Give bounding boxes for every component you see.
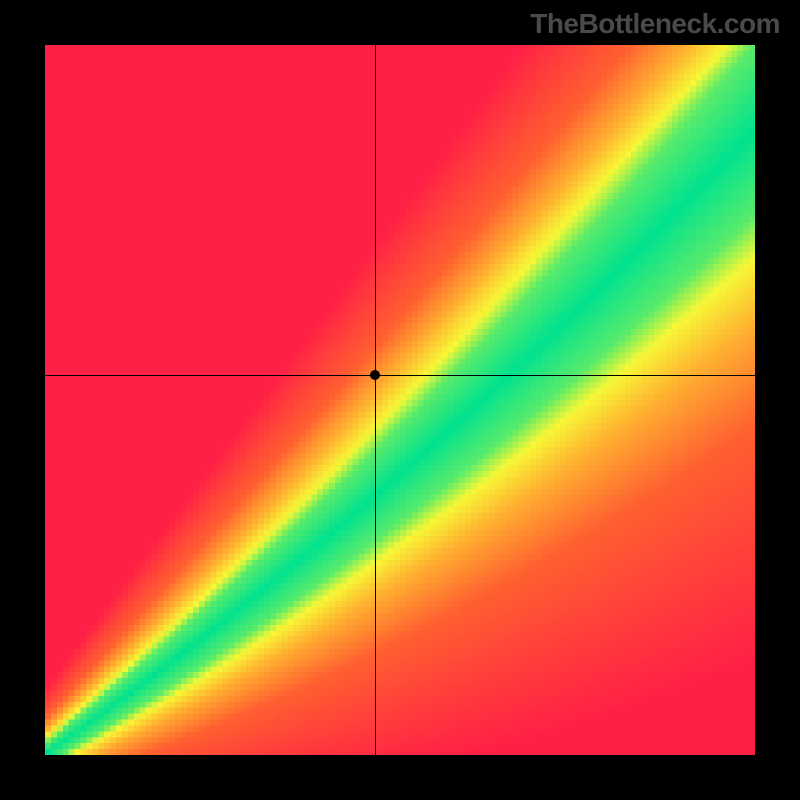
crosshair-marker xyxy=(370,370,380,380)
crosshair-vertical xyxy=(375,45,376,755)
bottleneck-heatmap xyxy=(45,45,755,755)
crosshair-horizontal xyxy=(45,375,755,376)
chart-container: TheBottleneck.com xyxy=(0,0,800,800)
watermark-text: TheBottleneck.com xyxy=(530,8,780,40)
